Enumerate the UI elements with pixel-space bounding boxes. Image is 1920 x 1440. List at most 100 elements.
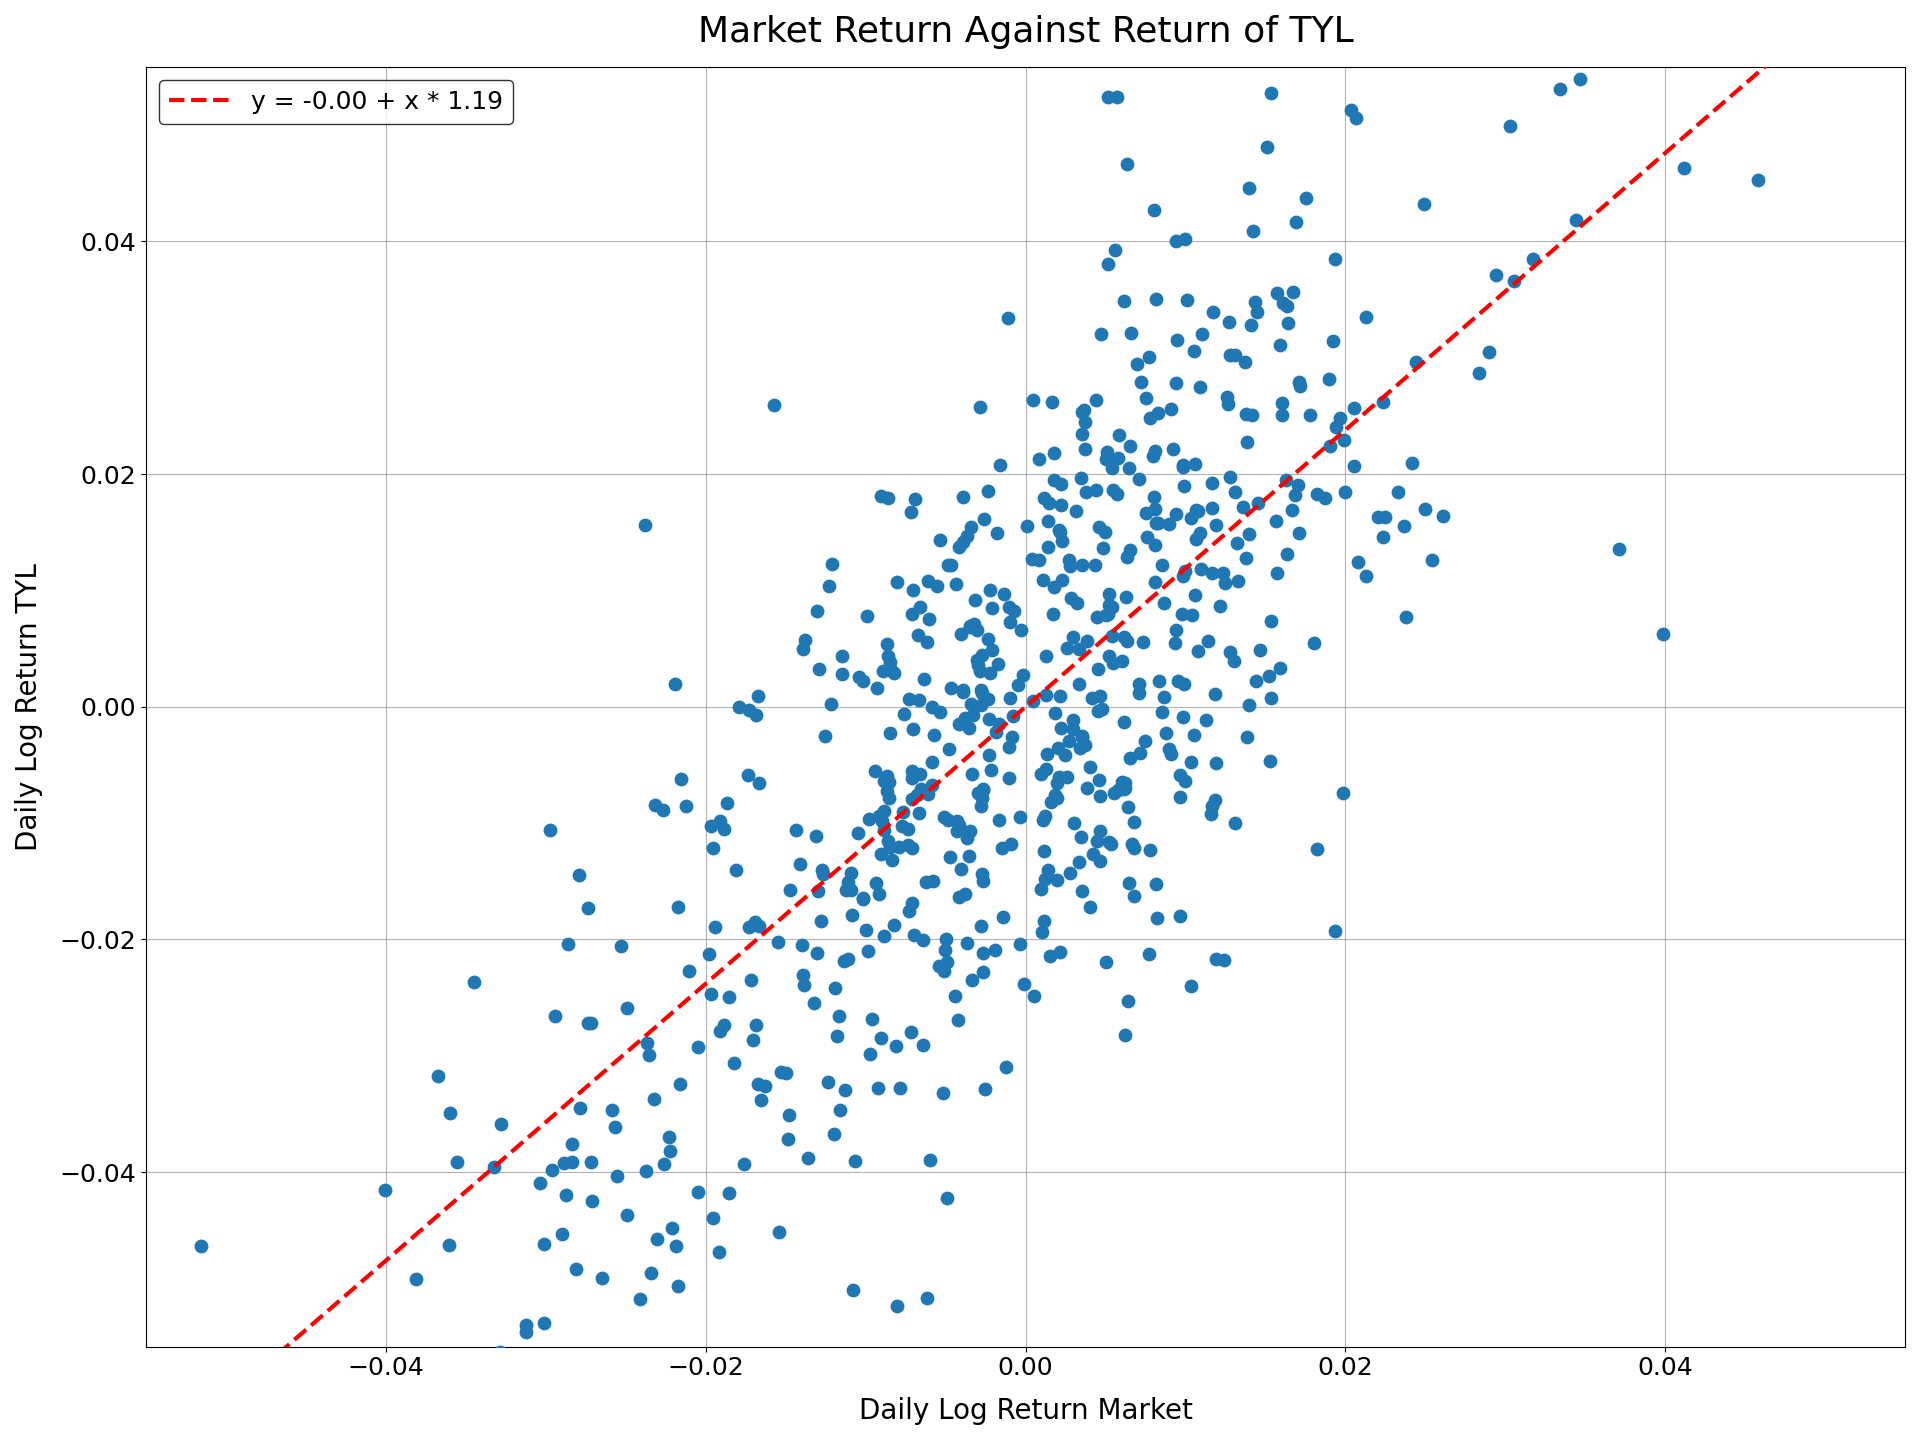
- Point: [1025, 878, 1056, 901]
- Point: [762, 930, 793, 953]
- Point: [422, 1064, 453, 1087]
- Point: [1227, 495, 1258, 518]
- Point: [968, 942, 998, 965]
- Point: [371, 1178, 401, 1201]
- Point: [1110, 710, 1140, 733]
- Point: [1212, 384, 1242, 408]
- Point: [879, 913, 910, 936]
- Point: [434, 1234, 465, 1257]
- Point: [876, 721, 906, 744]
- Point: [442, 1151, 472, 1174]
- Point: [1046, 716, 1077, 739]
- Point: [1114, 539, 1144, 562]
- Point: [1104, 423, 1135, 446]
- Point: [983, 652, 1014, 675]
- Point: [1196, 562, 1227, 585]
- Point: [1267, 292, 1298, 315]
- Point: [1025, 762, 1056, 785]
- Point: [1041, 868, 1071, 891]
- Point: [641, 1228, 672, 1251]
- Point: [1069, 438, 1100, 461]
- Point: [881, 1295, 912, 1318]
- Point: [897, 500, 927, 523]
- Point: [1196, 497, 1227, 520]
- Point: [1119, 837, 1150, 860]
- Point: [897, 1020, 927, 1043]
- Point: [1041, 783, 1071, 806]
- Point: [1409, 497, 1440, 520]
- Point: [1123, 681, 1154, 704]
- Point: [904, 595, 935, 618]
- Point: [966, 678, 996, 701]
- Point: [1092, 85, 1123, 108]
- Point: [912, 569, 943, 592]
- Point: [1066, 553, 1096, 576]
- Point: [995, 611, 1025, 634]
- Point: [979, 939, 1010, 962]
- Point: [968, 778, 998, 801]
- Point: [1471, 43, 1501, 66]
- Point: [655, 1139, 685, 1162]
- Point: [868, 769, 899, 792]
- Point: [962, 648, 993, 671]
- Point: [1154, 737, 1185, 760]
- Point: [1131, 386, 1162, 409]
- Point: [1031, 757, 1062, 780]
- Point: [1054, 861, 1085, 884]
- Point: [1565, 68, 1596, 91]
- Point: [1071, 481, 1102, 504]
- Point: [1125, 372, 1156, 395]
- Point: [939, 985, 970, 1008]
- Point: [904, 762, 935, 785]
- Point: [1254, 665, 1284, 688]
- Point: [1179, 452, 1210, 475]
- Point: [1261, 508, 1292, 531]
- Point: [636, 1261, 666, 1284]
- Point: [801, 824, 831, 847]
- Point: [977, 596, 1008, 619]
- Point: [1561, 209, 1592, 232]
- Point: [968, 863, 998, 886]
- Point: [1054, 729, 1085, 752]
- Point: [1085, 323, 1116, 346]
- Point: [789, 628, 820, 651]
- Point: [1092, 441, 1123, 464]
- Point: [1075, 896, 1106, 919]
- Point: [910, 870, 941, 893]
- Point: [945, 814, 975, 837]
- Point: [708, 816, 739, 840]
- Point: [885, 1076, 916, 1099]
- Point: [787, 638, 818, 661]
- Point: [697, 1207, 728, 1230]
- Point: [1177, 750, 1208, 773]
- Point: [743, 684, 774, 707]
- Point: [1743, 168, 1774, 192]
- Point: [1183, 500, 1213, 523]
- Point: [1069, 733, 1100, 756]
- Point: [1123, 672, 1154, 696]
- Point: [993, 766, 1023, 789]
- Point: [401, 1267, 432, 1290]
- Point: [1142, 402, 1173, 425]
- Point: [916, 696, 947, 719]
- Point: [653, 1126, 684, 1149]
- Point: [1417, 549, 1448, 572]
- Point: [1210, 572, 1240, 595]
- Point: [822, 1025, 852, 1048]
- Point: [1144, 670, 1175, 693]
- Point: [1350, 305, 1380, 328]
- Point: [1236, 312, 1267, 336]
- Point: [236, 1346, 267, 1369]
- Point: [1033, 510, 1064, 533]
- Point: [889, 801, 920, 824]
- Point: [933, 737, 964, 760]
- Point: [1183, 639, 1213, 662]
- Point: [1125, 742, 1156, 765]
- Point: [534, 818, 564, 841]
- Point: [1096, 456, 1127, 480]
- Point: [511, 1313, 541, 1336]
- Point: [1114, 456, 1144, 480]
- Point: [897, 603, 927, 626]
- Point: [1221, 531, 1252, 554]
- Point: [987, 906, 1018, 929]
